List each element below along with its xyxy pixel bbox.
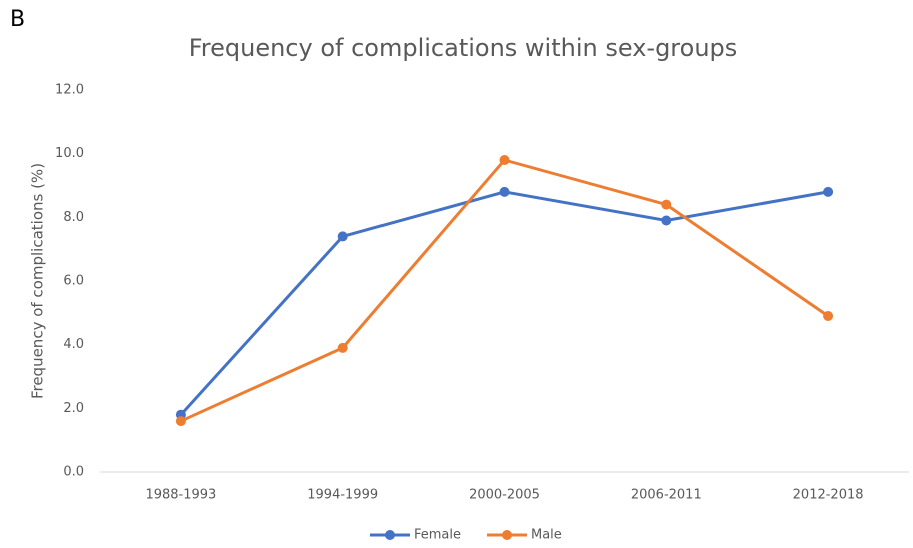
legend-marker	[385, 530, 395, 540]
y-tick-label: 12.0	[55, 83, 84, 98]
legend-marker	[502, 530, 512, 540]
y-tick-label: 2.0	[63, 401, 84, 416]
x-tick-label: 2000-2005	[469, 488, 540, 503]
data-point	[337, 342, 348, 353]
x-tick-label: 1988-1993	[145, 488, 216, 503]
data-point	[499, 155, 510, 166]
data-point	[823, 311, 834, 322]
x-tick-label: 1994-1999	[307, 488, 378, 503]
series-line	[179, 190, 829, 416]
data-point	[175, 416, 186, 427]
data-point	[661, 215, 672, 226]
y-axis-label: Frequency of complications (%)	[29, 163, 47, 399]
y-tick-label: 6.0	[63, 274, 84, 289]
series-line	[180, 158, 829, 423]
legend-label: Male	[531, 528, 562, 543]
data-point	[337, 231, 348, 242]
chart-title: Frequency of complications within sex-gr…	[189, 34, 738, 62]
x-tick-label: 2006-2011	[631, 488, 702, 503]
data-point	[499, 186, 510, 197]
y-tick-label: 10.0	[55, 146, 84, 161]
legend-label: Female	[414, 528, 461, 543]
data-point	[823, 186, 834, 197]
x-tick-label: 2012-2018	[793, 488, 864, 503]
data-point	[661, 199, 672, 210]
y-tick-label: 0.0	[63, 465, 84, 480]
y-tick-label: 4.0	[63, 337, 84, 352]
y-tick-label: 8.0	[63, 210, 84, 225]
panel-label: B	[10, 7, 25, 32]
